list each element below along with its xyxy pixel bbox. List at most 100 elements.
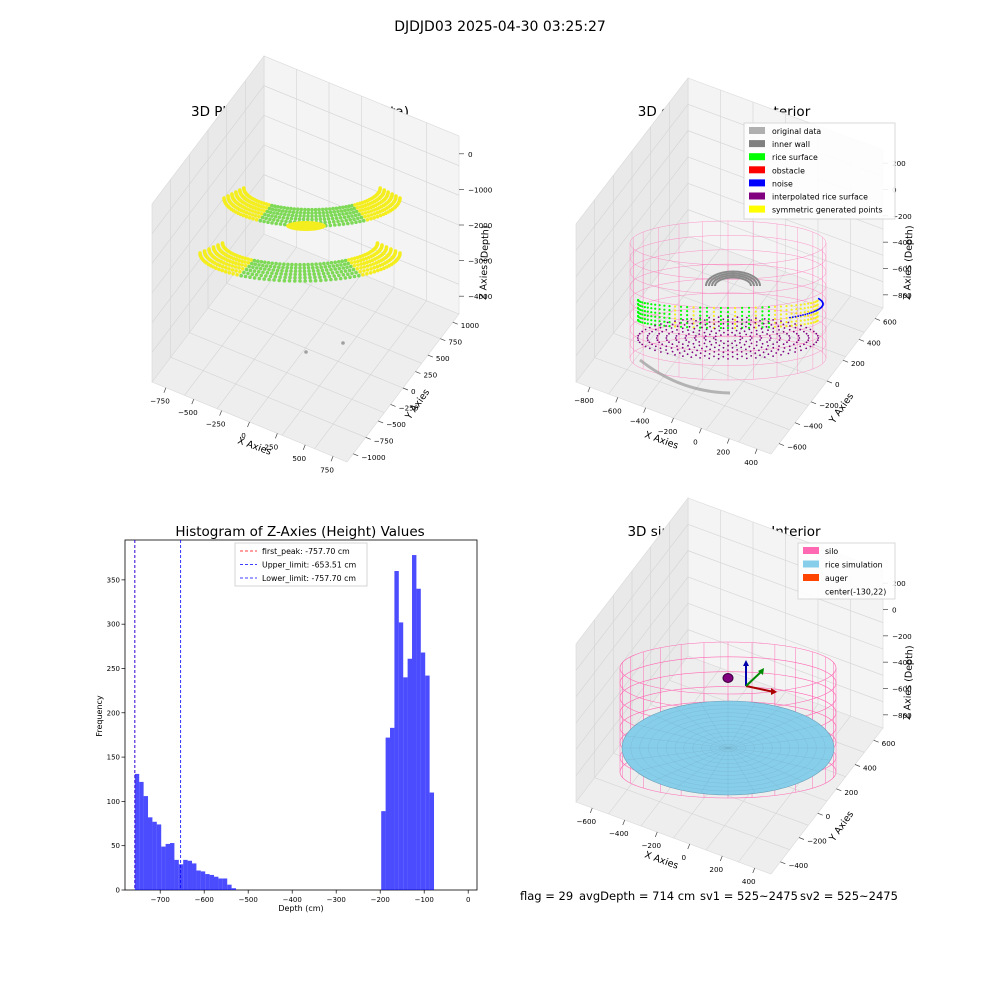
raw-point [322,214,326,218]
raw-point [317,211,322,215]
interpolated-point [671,323,674,326]
rice-surface-point [812,321,815,324]
interpolated-point [786,341,788,344]
interpolated-point [648,347,651,350]
raw-point [308,275,312,280]
raw-point [279,212,283,216]
raw-point [234,257,239,262]
y-tick-label: 750 [448,338,462,347]
raw-point [359,266,363,270]
rice-surface-point [803,315,806,318]
raw-point [274,261,278,266]
raw-point [324,207,329,211]
raw-point [306,217,310,222]
histogram-bar [139,781,144,890]
interpolated-point [758,349,760,352]
interpolated-point [722,355,725,358]
raw-point [254,266,259,270]
rice-surface-point [668,313,671,316]
raw-point [356,263,360,267]
axis-arrow-x-head [771,688,777,695]
raw-point [295,210,299,215]
raw-point [306,262,310,267]
silo-ring [619,641,837,695]
raw-point [324,278,328,282]
histogram-bar [385,737,391,890]
raw-point [283,222,287,227]
y-tick-mark [365,437,371,440]
raw-point [306,207,311,212]
raw-point [317,207,321,212]
raw-point [242,209,246,214]
raw-point [246,257,250,261]
raw-point [347,204,351,208]
interpolated-point [805,347,808,350]
interpolated-point [678,322,681,324]
rice-surface-point [641,313,644,316]
interpolated-point [685,335,688,337]
x-tick-mark [699,428,702,434]
noise-point [797,315,800,317]
interpolated-point [674,337,677,339]
raw-point [326,261,330,266]
histogram-bar [148,817,153,890]
interpolated-point [658,332,661,335]
interpolated-point [782,323,785,326]
x-tick-mark [752,867,756,874]
interpolated-point [718,349,720,351]
rice-surface-point [686,310,689,313]
rice-surface-point [812,317,815,320]
interpolated-point [755,344,758,347]
raw-point [358,209,362,213]
raw-point [241,213,246,218]
raw-point [240,263,244,267]
classify-y-ticks: −600 −400 −200 0 200 400 600 [778,317,897,452]
interpolated-point [807,339,810,342]
interpolated-point [705,328,708,331]
interpolated-point [714,338,717,341]
rice-mesh-line [652,747,729,782]
interpolated-point [767,329,769,332]
legend-swatch [803,574,819,581]
raw-point [354,209,359,214]
interpolated-point [739,341,741,344]
raw-point [270,271,274,276]
rice-surface-point [705,306,709,309]
raw-point [277,278,282,283]
interpolated-point [789,349,791,351]
raw-point [340,259,345,264]
interpolated-point [727,325,729,327]
interpolated-point [637,334,640,337]
raw-point [318,262,322,266]
rice-surface-point [810,322,813,325]
rice-surface-point [790,312,793,315]
raw-point [344,218,349,223]
raw-point [365,272,369,276]
interpolated-point [782,330,785,333]
interpolated-point [718,344,721,347]
interpolated-point [659,347,662,350]
interpolated-point [703,337,706,339]
raw-point [268,217,272,221]
raw-point [273,214,278,219]
raw-point [319,278,323,283]
histogram-bar [420,652,426,890]
raw-point [281,216,286,220]
rice-surface-point [807,302,810,305]
z-tick-label: −200 [892,212,912,221]
raw-point [284,269,289,273]
raw-point [243,260,247,264]
rice-surface-point [705,322,709,325]
raw-point [384,245,389,249]
rice-mesh-line [727,724,820,749]
interpolated-point [671,343,674,346]
interpolated-point [797,339,800,342]
raw-point [264,202,269,206]
x-tick-label: −200 [641,841,661,850]
raw-point [375,268,380,273]
rice-surface-point [747,314,751,317]
z-tick-label: −1000 [468,185,493,194]
y-tick-mark [842,359,849,363]
raw-point [283,275,287,280]
raw-point [251,217,255,221]
